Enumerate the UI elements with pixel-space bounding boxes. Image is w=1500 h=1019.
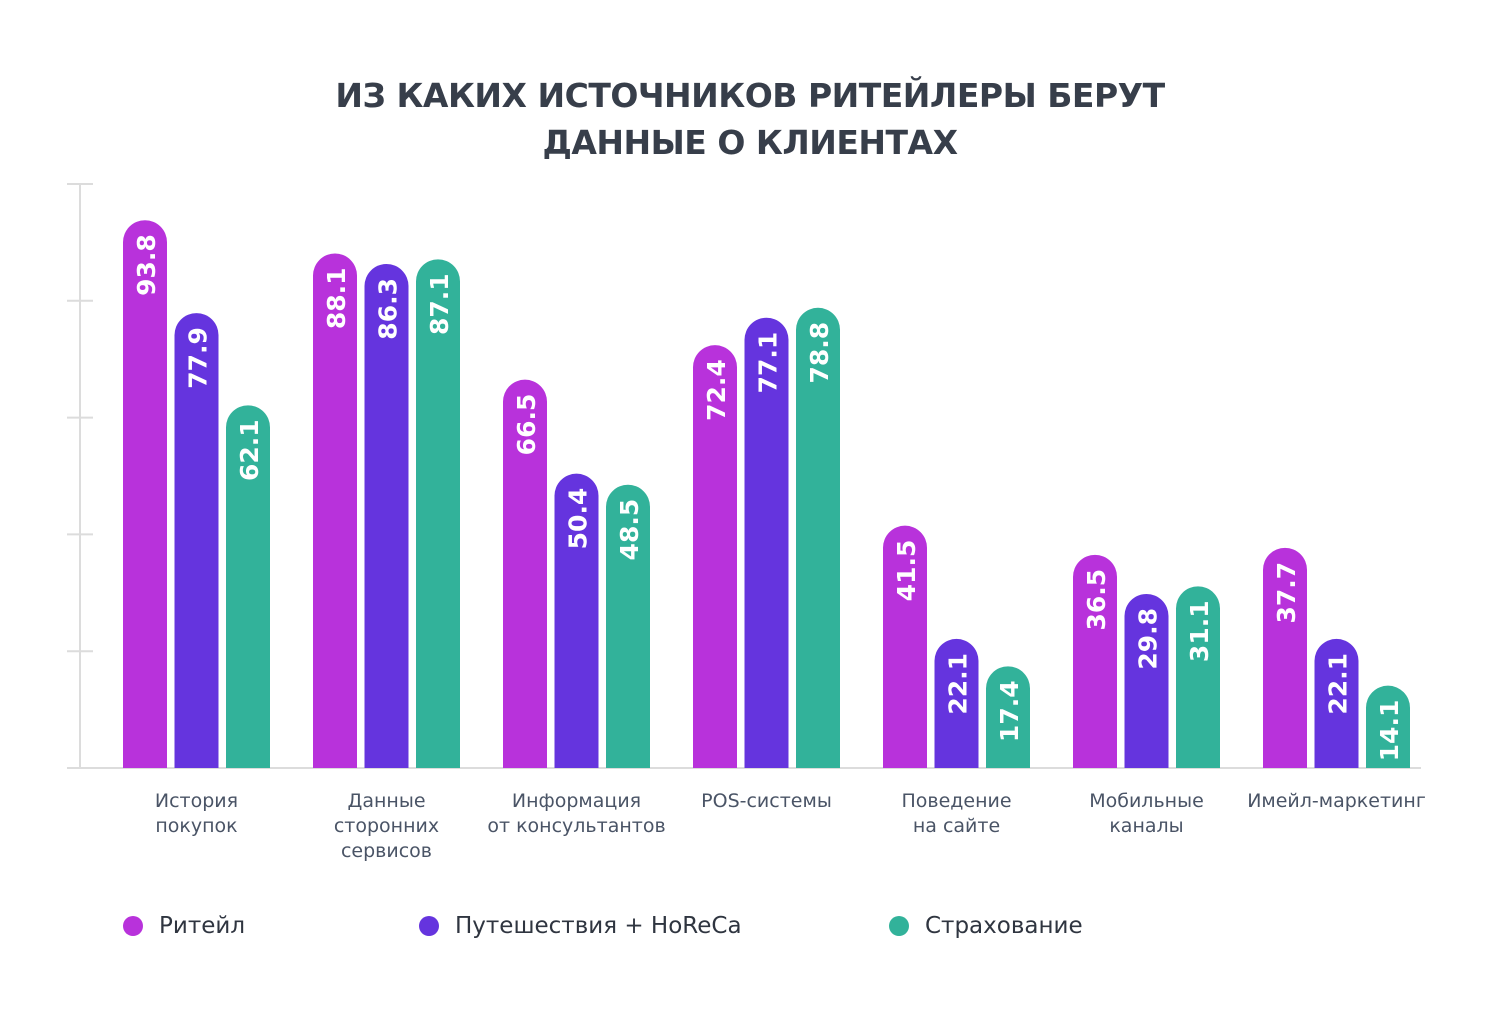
bar	[1314, 638, 1359, 768]
bar	[693, 345, 737, 768]
bar	[796, 307, 840, 768]
x-tick-label: История покупок	[154, 790, 239, 837]
x-tick-label: Данные сторонних сервисов	[333, 790, 440, 862]
x-tick-label: Мобильные каналы	[1089, 790, 1204, 837]
data-label: 48.5	[615, 499, 644, 561]
bar	[934, 638, 979, 768]
bar	[1366, 685, 1410, 768]
bar	[503, 379, 547, 768]
x-tick-label: Поведение на сайте	[901, 790, 1012, 837]
data-label: 66.5	[512, 394, 541, 456]
data-label: 37.7	[1272, 562, 1301, 624]
x-tick-label: Информация от консультантов	[487, 790, 666, 837]
data-label: 36.5	[1082, 569, 1111, 631]
chart-title-line-1: ИЗ КАКИХ ИСТОЧНИКОВ РИТЕЙЛЕРЫ БЕРУТ	[335, 76, 1165, 115]
data-label: 31.1	[1185, 600, 1214, 662]
data-label: 77.1	[754, 332, 783, 394]
data-label: 62.1	[235, 419, 264, 481]
data-label: 17.4	[995, 680, 1024, 742]
legend-label-insurance: Страхование	[925, 913, 1083, 939]
bar	[364, 264, 409, 768]
legend-swatch-travel-horeca	[419, 916, 439, 936]
legend-label-retail: Ритейл	[159, 913, 246, 939]
data-label: 41.5	[892, 540, 921, 602]
chart-title: ИЗ КАКИХ ИСТОЧНИКОВ РИТЕЙЛЕРЫ БЕРУТ ДАНН…	[0, 72, 1500, 166]
legend-swatch-insurance	[889, 916, 909, 936]
data-label: 87.1	[425, 273, 454, 335]
bar	[1263, 547, 1307, 768]
bar	[123, 220, 167, 768]
bar	[554, 473, 599, 768]
data-label: 77.9	[184, 327, 213, 389]
chart-title-line-2: ДАННЫЕ О КЛИЕНТАХ	[542, 123, 958, 162]
bar	[416, 259, 460, 768]
x-tick-label: Имейл-маркетинг	[1247, 790, 1426, 812]
data-label: 50.4	[564, 488, 593, 550]
bar	[1073, 554, 1117, 768]
bars	[123, 220, 1410, 769]
bar	[1176, 586, 1220, 768]
x-tick-label: POS-системы	[701, 790, 832, 812]
data-label: 78.8	[805, 322, 834, 384]
data-label: 22.1	[944, 653, 973, 715]
bar	[226, 405, 270, 768]
legend-label-travel-horeca: Путешествия + HoReCa	[455, 913, 742, 939]
data-label: 14.1	[1375, 700, 1404, 762]
bar	[1124, 593, 1169, 768]
data-label: 29.8	[1134, 608, 1163, 670]
data-label: 86.3	[374, 278, 403, 340]
data-label: 22.1	[1324, 653, 1353, 715]
bar	[174, 313, 219, 768]
data-label: 72.4	[702, 359, 731, 421]
bar	[606, 484, 650, 768]
legend-item-retail: Ритейл	[123, 910, 245, 942]
bar	[986, 666, 1030, 768]
bar	[883, 525, 927, 768]
data-label: 88.1	[322, 267, 351, 329]
legend-item-travel-horeca: Путешествия + HoReCa	[419, 910, 742, 942]
data-label: 93.8	[132, 234, 161, 296]
legend-swatch-retail	[123, 916, 143, 936]
bar	[744, 317, 789, 768]
data-labels: 93.8 77.9 62.1 88.1 86.3 87.1 66.5 50.4 48.5 72.4…	[132, 234, 1404, 761]
bar	[313, 253, 357, 769]
legend-item-insurance: Страхование	[889, 910, 1083, 942]
